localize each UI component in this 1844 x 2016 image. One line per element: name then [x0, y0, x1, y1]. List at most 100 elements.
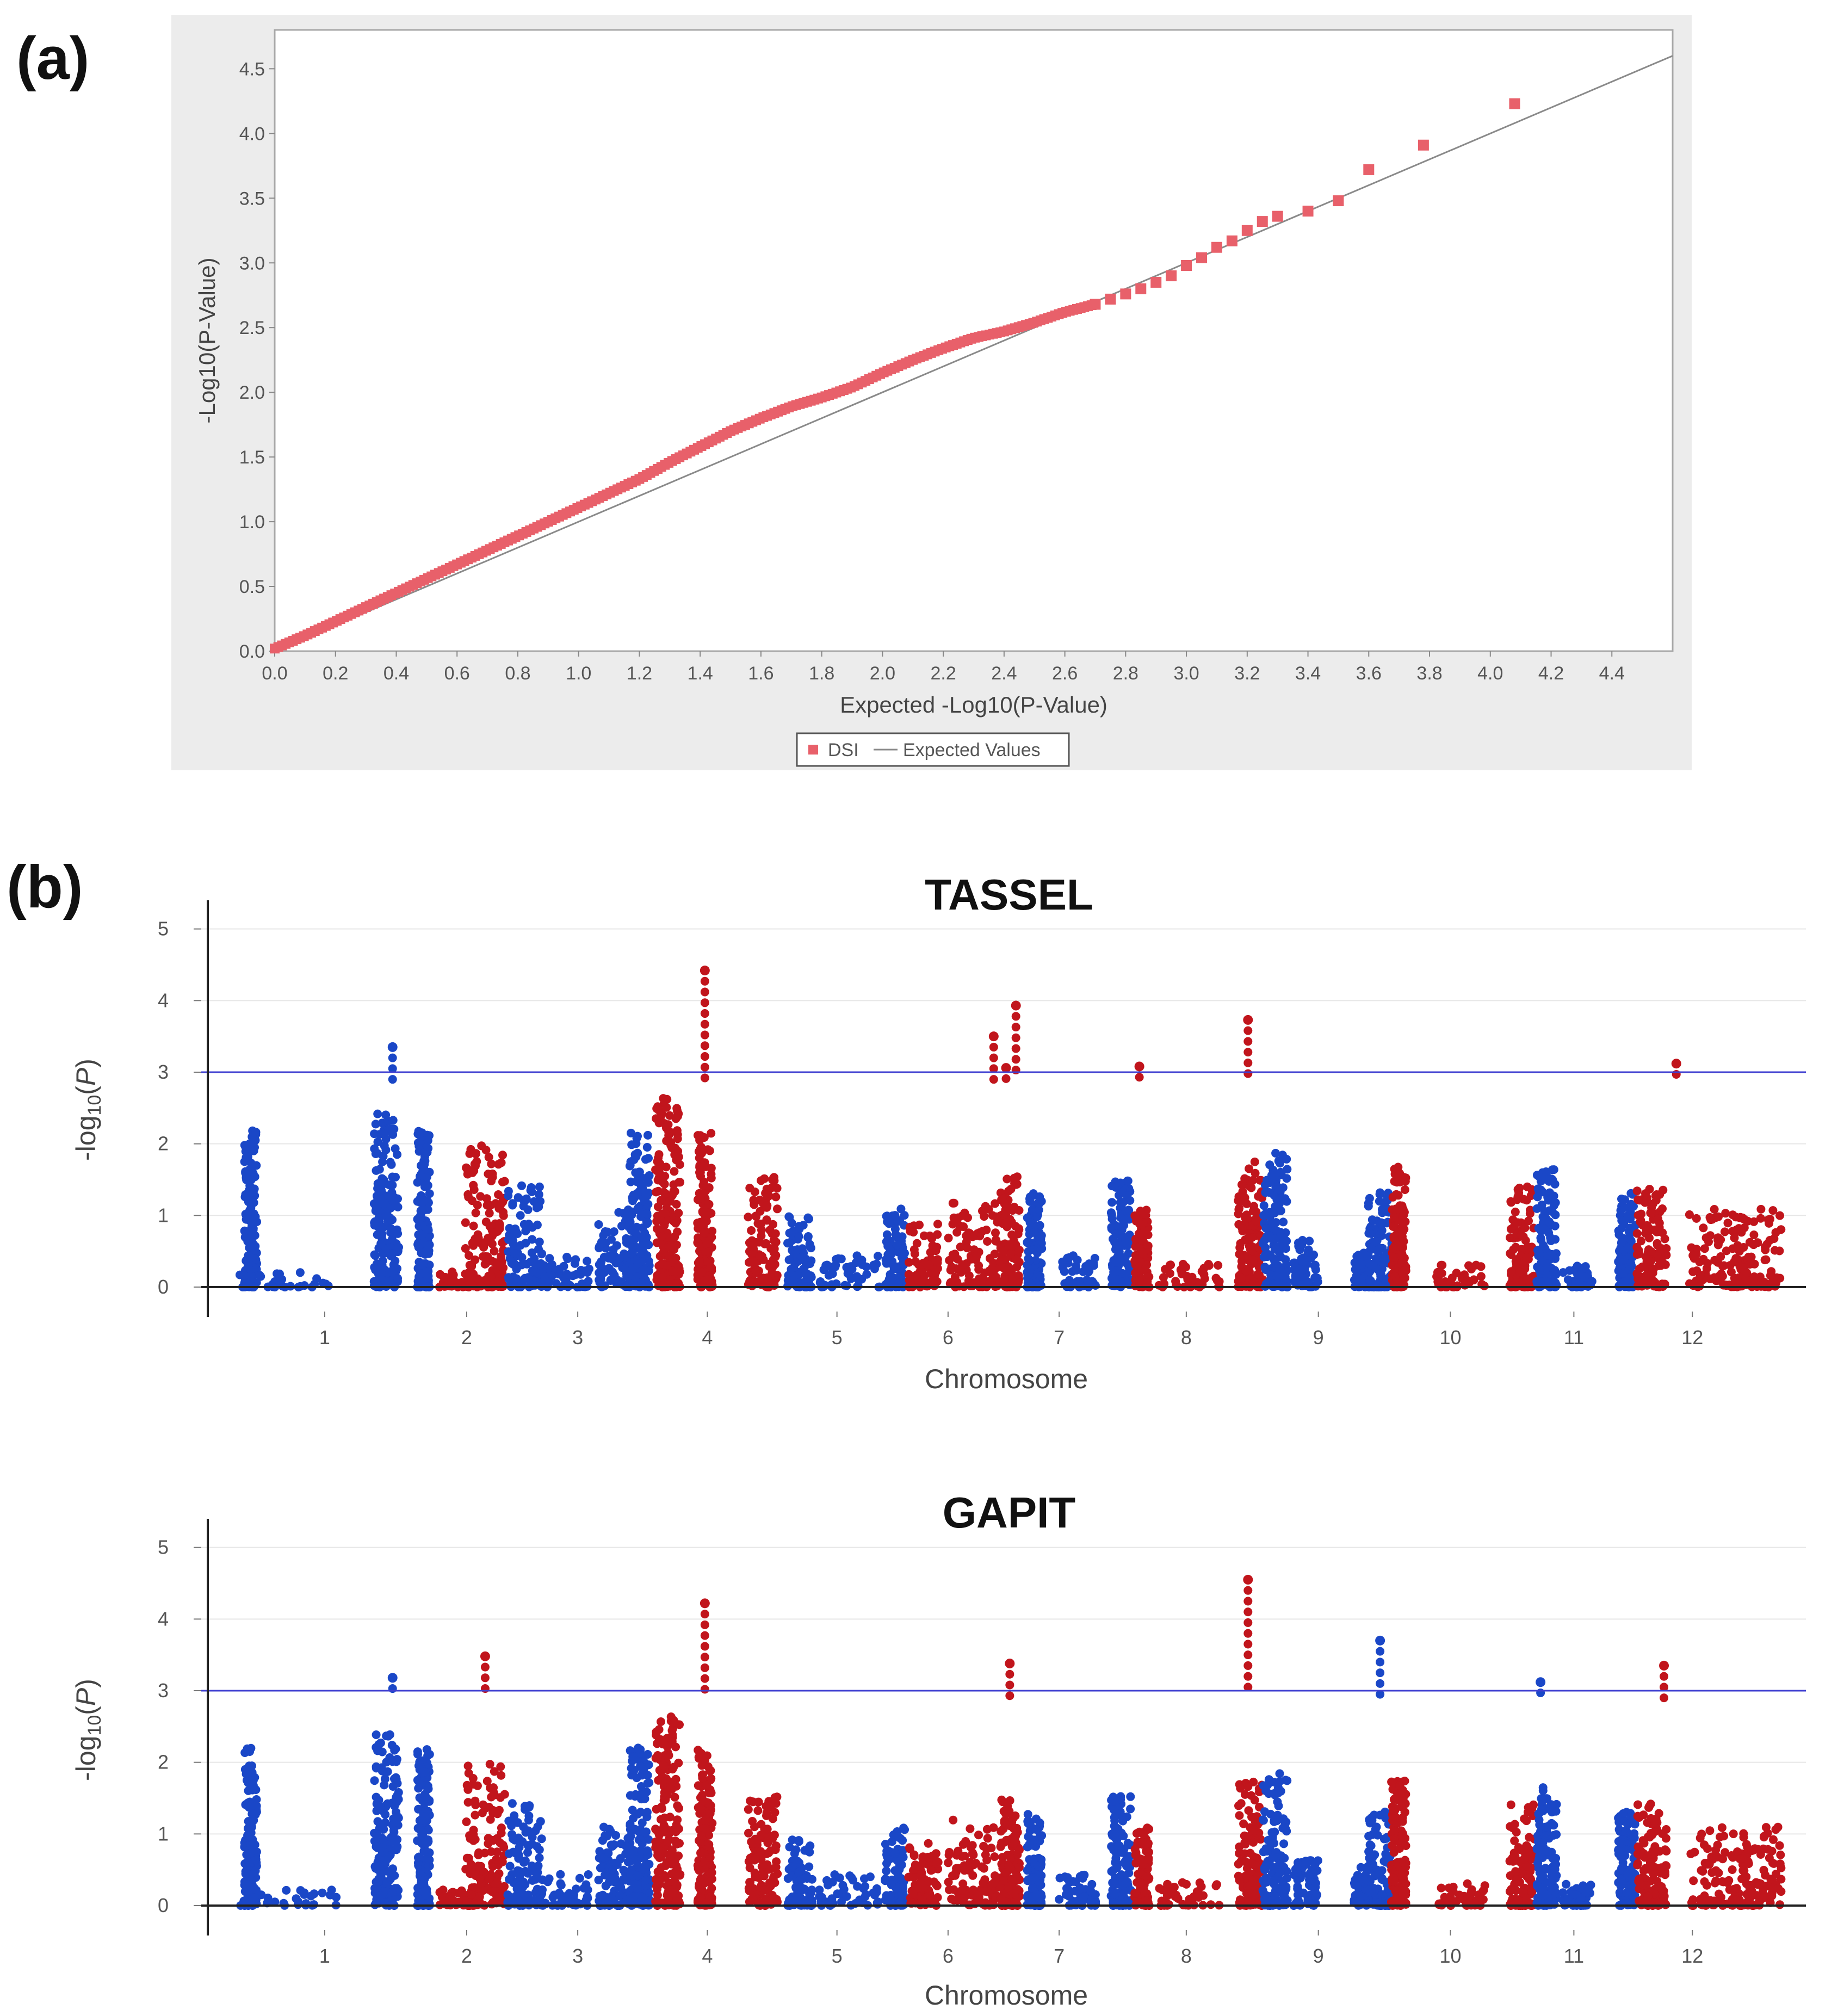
qq-point — [1272, 211, 1283, 222]
snp-point — [1199, 1264, 1209, 1273]
snp-point — [1515, 1267, 1524, 1277]
qq-x-tick-label: 2.0 — [870, 663, 895, 684]
snp-point — [563, 1254, 572, 1263]
peak-stack-point — [1243, 1037, 1253, 1046]
snp-point — [1369, 1261, 1378, 1270]
snp-point — [1279, 1233, 1288, 1242]
peak-point — [1243, 1015, 1253, 1025]
snp-point — [696, 1193, 705, 1203]
panel-letter-b: (b) — [7, 854, 83, 920]
snp-point — [1617, 1238, 1626, 1247]
snp-point — [1249, 1256, 1258, 1265]
qq-x-tick-label: 1.4 — [688, 663, 713, 684]
snp-point — [670, 1233, 679, 1242]
y-tick-label: 2 — [158, 1133, 169, 1155]
snp-point — [373, 1137, 382, 1147]
snp-point — [636, 1278, 646, 1287]
snp-point — [1276, 1264, 1285, 1272]
snp-point — [469, 1270, 478, 1278]
snp-point — [953, 1254, 962, 1264]
peak-point — [1011, 1000, 1021, 1011]
snp-point — [487, 1272, 496, 1281]
snp-point — [498, 1197, 508, 1207]
snp-point — [805, 1240, 814, 1249]
snp-point — [1719, 1281, 1728, 1290]
snp-point — [540, 1272, 549, 1281]
snp-point — [419, 1164, 429, 1173]
snp-point — [1282, 1154, 1291, 1164]
chromosome-label: 10 — [1439, 1326, 1461, 1349]
snp-point — [1638, 1277, 1647, 1286]
snp-point — [1723, 1219, 1732, 1228]
snp-point — [1259, 1252, 1268, 1261]
snp-point — [585, 1264, 593, 1273]
snp-point — [1523, 1275, 1532, 1284]
snp-point — [1234, 1209, 1243, 1219]
peak-stack-point — [989, 1075, 998, 1084]
snp-point — [413, 1178, 422, 1187]
qq-x-tick-label: 3.4 — [1295, 663, 1321, 684]
snp-point — [698, 1161, 708, 1171]
snp-point — [384, 1277, 393, 1287]
snp-point — [1749, 1240, 1759, 1249]
snp-point — [571, 1255, 580, 1264]
peak-stack-point — [1243, 1026, 1253, 1035]
snp-point — [1142, 1281, 1152, 1290]
snp-point — [379, 1152, 388, 1161]
snp-point — [1085, 1266, 1094, 1276]
snp-point — [1749, 1230, 1759, 1239]
snp-point — [425, 1189, 434, 1198]
peak-stack-point — [388, 1053, 397, 1062]
snp-point — [475, 1863, 484, 1872]
qq-x-tick-label: 1.8 — [809, 663, 834, 684]
snp-point — [757, 1176, 766, 1185]
snp-point — [919, 1231, 929, 1240]
qq-x-tick-label: 3.6 — [1356, 663, 1382, 684]
snp-point — [1265, 1160, 1274, 1170]
peak-stack-point — [700, 1062, 709, 1072]
snp-point — [625, 1219, 634, 1228]
snp-point — [900, 1248, 909, 1258]
snp-point — [481, 1146, 491, 1155]
qq-legend-marker-icon — [808, 745, 818, 755]
snp-point — [464, 1768, 473, 1778]
snp-point — [1533, 1192, 1542, 1202]
snp-point — [1632, 1186, 1642, 1196]
qq-legend-line-label: Expected Values — [903, 740, 1041, 760]
snp-point — [1134, 1216, 1143, 1225]
snp-point — [707, 1129, 716, 1138]
snp-point — [951, 1264, 961, 1273]
snp-point — [794, 1232, 803, 1241]
qq-point — [1196, 252, 1208, 263]
qq-point — [1226, 235, 1237, 246]
snp-point — [1756, 1204, 1766, 1214]
snp-point — [783, 1239, 792, 1248]
snp-point — [495, 1224, 504, 1233]
snp-point — [388, 1782, 398, 1791]
snp-point — [1014, 1225, 1023, 1233]
snp-point — [667, 1241, 676, 1250]
snp-point — [424, 1272, 433, 1281]
snp-point — [1360, 1252, 1369, 1261]
peak-stack-point — [700, 1009, 709, 1018]
peak-stack-point — [989, 1053, 998, 1062]
snp-point — [385, 1267, 394, 1277]
snp-point — [236, 1270, 244, 1279]
snp-point — [1035, 1281, 1044, 1290]
snp-point — [471, 1208, 480, 1217]
snp-point — [1035, 1195, 1044, 1204]
snp-point — [1250, 1157, 1259, 1166]
snp-point — [1248, 1246, 1257, 1256]
snp-point — [1699, 1254, 1708, 1264]
qq-x-ticks: 0.0 0.2 0.4 0.6 0.8 1.0 1.2 1.4 1.6 1.8 2.0 2.2 2.4 2… — [262, 651, 1625, 684]
snp-point — [414, 1852, 424, 1862]
peak-stack-point — [1243, 1069, 1253, 1078]
snp-point — [423, 1854, 432, 1863]
snp-point — [524, 1273, 533, 1282]
snp-point — [485, 1760, 494, 1769]
snp-point — [257, 1890, 266, 1900]
snp-point — [1034, 1205, 1043, 1215]
y-tick-label: 4 — [158, 989, 169, 1011]
snp-point — [387, 1235, 397, 1244]
snp-point — [468, 1238, 477, 1247]
